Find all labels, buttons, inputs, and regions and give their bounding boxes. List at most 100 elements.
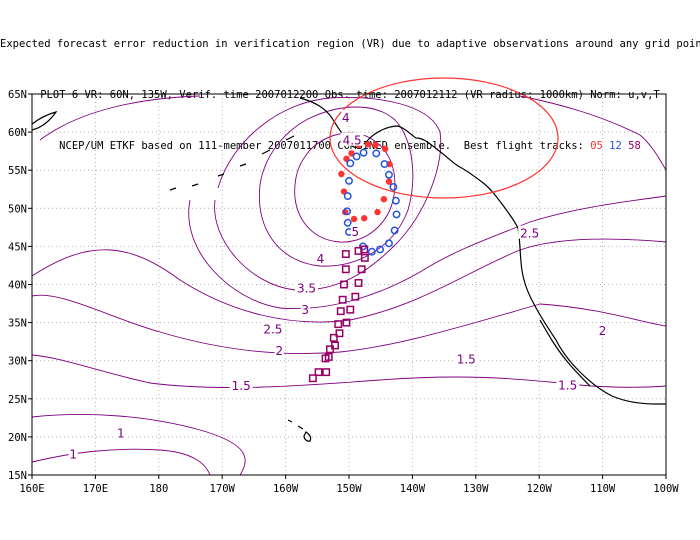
contour-label-bg xyxy=(350,224,360,238)
track-12-point xyxy=(389,183,398,191)
track-58-point xyxy=(346,305,355,314)
contour-label-bg xyxy=(295,280,319,294)
lon-tick-label: 180 xyxy=(149,483,168,495)
track-58-point xyxy=(351,292,360,301)
contour-label: 2 xyxy=(599,324,607,338)
contour-label-bg xyxy=(261,321,285,335)
track-58-point xyxy=(341,250,350,258)
contour-label: 2.5 xyxy=(520,227,539,241)
graticule-grid xyxy=(32,94,666,475)
track-05-point xyxy=(364,141,372,148)
lat-tick-label: 45N xyxy=(8,241,27,253)
contour-label: 4 xyxy=(342,111,350,125)
contour-3 xyxy=(188,195,666,310)
contour-label-bg xyxy=(68,446,78,460)
contour-label: 5 xyxy=(352,225,360,239)
contour-label: 2 xyxy=(275,344,283,358)
contour-label-bg xyxy=(454,351,478,365)
track-12-point xyxy=(343,218,352,227)
lat-tick-label: 25N xyxy=(8,394,27,406)
title-line-2: PLOT 6 VR: 60N, 135W, Verif. time 200701… xyxy=(40,89,660,101)
track-12-point xyxy=(372,149,381,158)
track-05-point xyxy=(361,215,368,222)
lon-tick-label: 120W xyxy=(527,483,553,495)
lat-tick-label: 55N xyxy=(8,165,27,177)
lon-tick-label: 110W xyxy=(590,483,616,495)
plot-title: Expected forecast error reduction in ver… xyxy=(0,2,700,172)
contour-1 xyxy=(32,414,246,475)
contour-label: 1.5 xyxy=(232,379,251,393)
contour-1-5 xyxy=(32,354,666,389)
contour-label-bg xyxy=(556,377,580,391)
coast-kamchatka xyxy=(32,111,58,131)
lon-tick-label: 100W xyxy=(653,483,679,495)
track-58-point xyxy=(324,352,333,361)
track-05-point xyxy=(374,208,381,216)
coast-baja xyxy=(539,319,591,387)
track-58-point xyxy=(342,318,351,327)
track-05-point xyxy=(385,178,393,185)
track-12-point xyxy=(345,176,353,185)
track-58-point xyxy=(357,265,366,274)
track-12-point xyxy=(392,210,401,219)
contour-label-bg xyxy=(315,250,325,264)
contour-label: 3.5 xyxy=(297,282,316,296)
lat-tick-label: 20N xyxy=(8,432,27,444)
track-12-point xyxy=(376,245,385,254)
lon-tick-label: 170E xyxy=(83,483,108,495)
track-12-point xyxy=(384,170,393,179)
title-line-1: Expected forecast error reduction in ver… xyxy=(0,38,700,50)
track-12-point xyxy=(346,159,355,168)
track-05-point xyxy=(381,145,389,153)
axis-ticks: 160E 170E 180 170W 160W 150W 140W 130W 120W 110W 1… xyxy=(8,89,679,495)
track-12-point xyxy=(343,192,352,201)
track-12-point xyxy=(380,160,389,169)
contour-label-bg xyxy=(340,132,364,146)
track-58-point xyxy=(322,368,331,377)
track-58-point xyxy=(331,341,340,350)
contour-4-5 xyxy=(294,132,396,243)
contour-label-bg xyxy=(116,425,126,439)
contour-2 xyxy=(32,294,666,355)
lat-tick-label: 35N xyxy=(8,318,27,330)
track-05-point xyxy=(380,195,388,203)
contour-lines xyxy=(32,95,666,475)
lat-tick-label: 65N xyxy=(8,89,27,101)
lat-tick-label: 30N xyxy=(8,356,27,368)
verification-region-circle xyxy=(329,77,559,199)
track-05-point xyxy=(372,141,379,149)
contour-label: 2.5 xyxy=(263,323,282,337)
track-label-05: 05 xyxy=(590,140,603,152)
contour-label: 1 xyxy=(117,426,125,440)
contour-outer-north xyxy=(39,95,666,171)
track-58-point xyxy=(360,253,369,262)
track-58-point xyxy=(314,368,323,377)
track-58-point xyxy=(339,280,348,289)
track-12-point xyxy=(343,207,352,216)
contour-label-bg xyxy=(341,109,351,123)
lon-tick-label: 170W xyxy=(210,483,236,495)
lat-tick-label: 60N xyxy=(8,127,27,139)
lon-tick-label: 160E xyxy=(19,483,44,495)
contour-labels: 4 4.5 5 4 3.5 3 2.5 2 1.5 1 1 2.5 2 1.5 1.5 xyxy=(68,109,608,462)
contour-label-bg xyxy=(274,343,284,357)
track-12-point xyxy=(384,239,393,248)
contour-label-bg xyxy=(598,323,608,337)
contour-3-5 xyxy=(214,97,442,291)
contour-label: 1.5 xyxy=(457,352,476,366)
track-05-point xyxy=(350,215,358,223)
coast-aleutians xyxy=(169,135,295,191)
contour-label: 3 xyxy=(301,303,309,317)
track-12-point xyxy=(359,148,368,157)
lon-tick-label: 130W xyxy=(463,483,489,495)
track-12-point xyxy=(352,152,361,161)
contour-label: 1 xyxy=(69,448,77,462)
track-58-point xyxy=(354,279,363,287)
track-58-point xyxy=(354,247,363,255)
track-05-point xyxy=(338,170,345,178)
coast-hawaii xyxy=(287,419,312,442)
lat-tick-label: 50N xyxy=(8,203,27,215)
track-12-point xyxy=(391,196,400,205)
track-58-point xyxy=(336,307,345,316)
